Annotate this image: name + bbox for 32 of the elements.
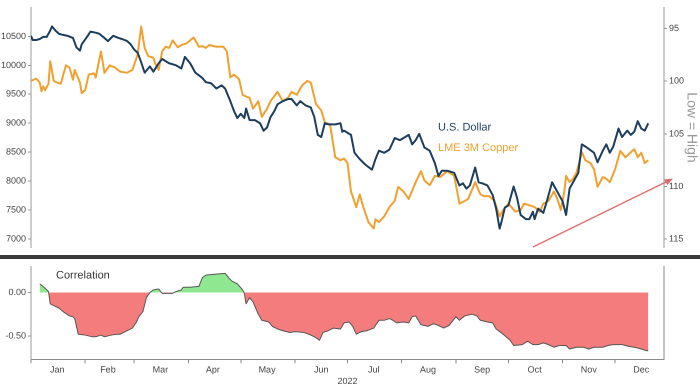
x-tick-label: Sep — [474, 364, 490, 374]
x-tick-label: Jun — [314, 364, 329, 374]
x-tick-label: Jan — [50, 364, 64, 374]
x-tick-label: Feb — [100, 364, 116, 374]
y-tick-label: 7500 — [6, 204, 26, 214]
y2-tick-label: 110 — [669, 180, 684, 191]
y-tick-label: 10000 — [0, 60, 26, 70]
x-tick-label: Nov — [580, 364, 598, 374]
y-tick-label: 9000 — [6, 118, 26, 128]
y-tick-label: 9500 — [6, 88, 26, 99]
y-tick-label: -0.50 — [5, 330, 26, 340]
series-label: LME 3M Copper — [438, 142, 518, 154]
x-tick-label: Oct — [528, 364, 542, 374]
series-label: U.S. Dollar — [438, 122, 492, 134]
y2-tick-label: 95 — [669, 22, 680, 33]
x-axis-title: 2022 — [337, 376, 358, 386]
y-tick-label: 7000 — [6, 233, 26, 244]
y-tick-label: 10500 — [0, 30, 26, 41]
x-tick-label: Mar — [152, 364, 168, 374]
y-tick-label: 8500 — [6, 146, 26, 157]
chart-title: Correlation — [56, 269, 110, 282]
y2-tick-label: 115 — [669, 234, 684, 244]
y2-axis-title: Low = High — [684, 92, 700, 163]
x-tick-label: Aug — [420, 364, 436, 374]
x-tick-label: May — [258, 364, 276, 374]
y2-tick-label: 100 — [669, 76, 684, 86]
y-tick-label: 8000 — [6, 176, 26, 186]
x-tick-label: Jul — [368, 364, 380, 374]
x-tick-label: Dec — [633, 364, 650, 374]
x-tick-label: Apr — [206, 364, 220, 374]
y2-tick-label: 105 — [669, 128, 684, 138]
y-tick-label: 0.00 — [8, 286, 26, 297]
